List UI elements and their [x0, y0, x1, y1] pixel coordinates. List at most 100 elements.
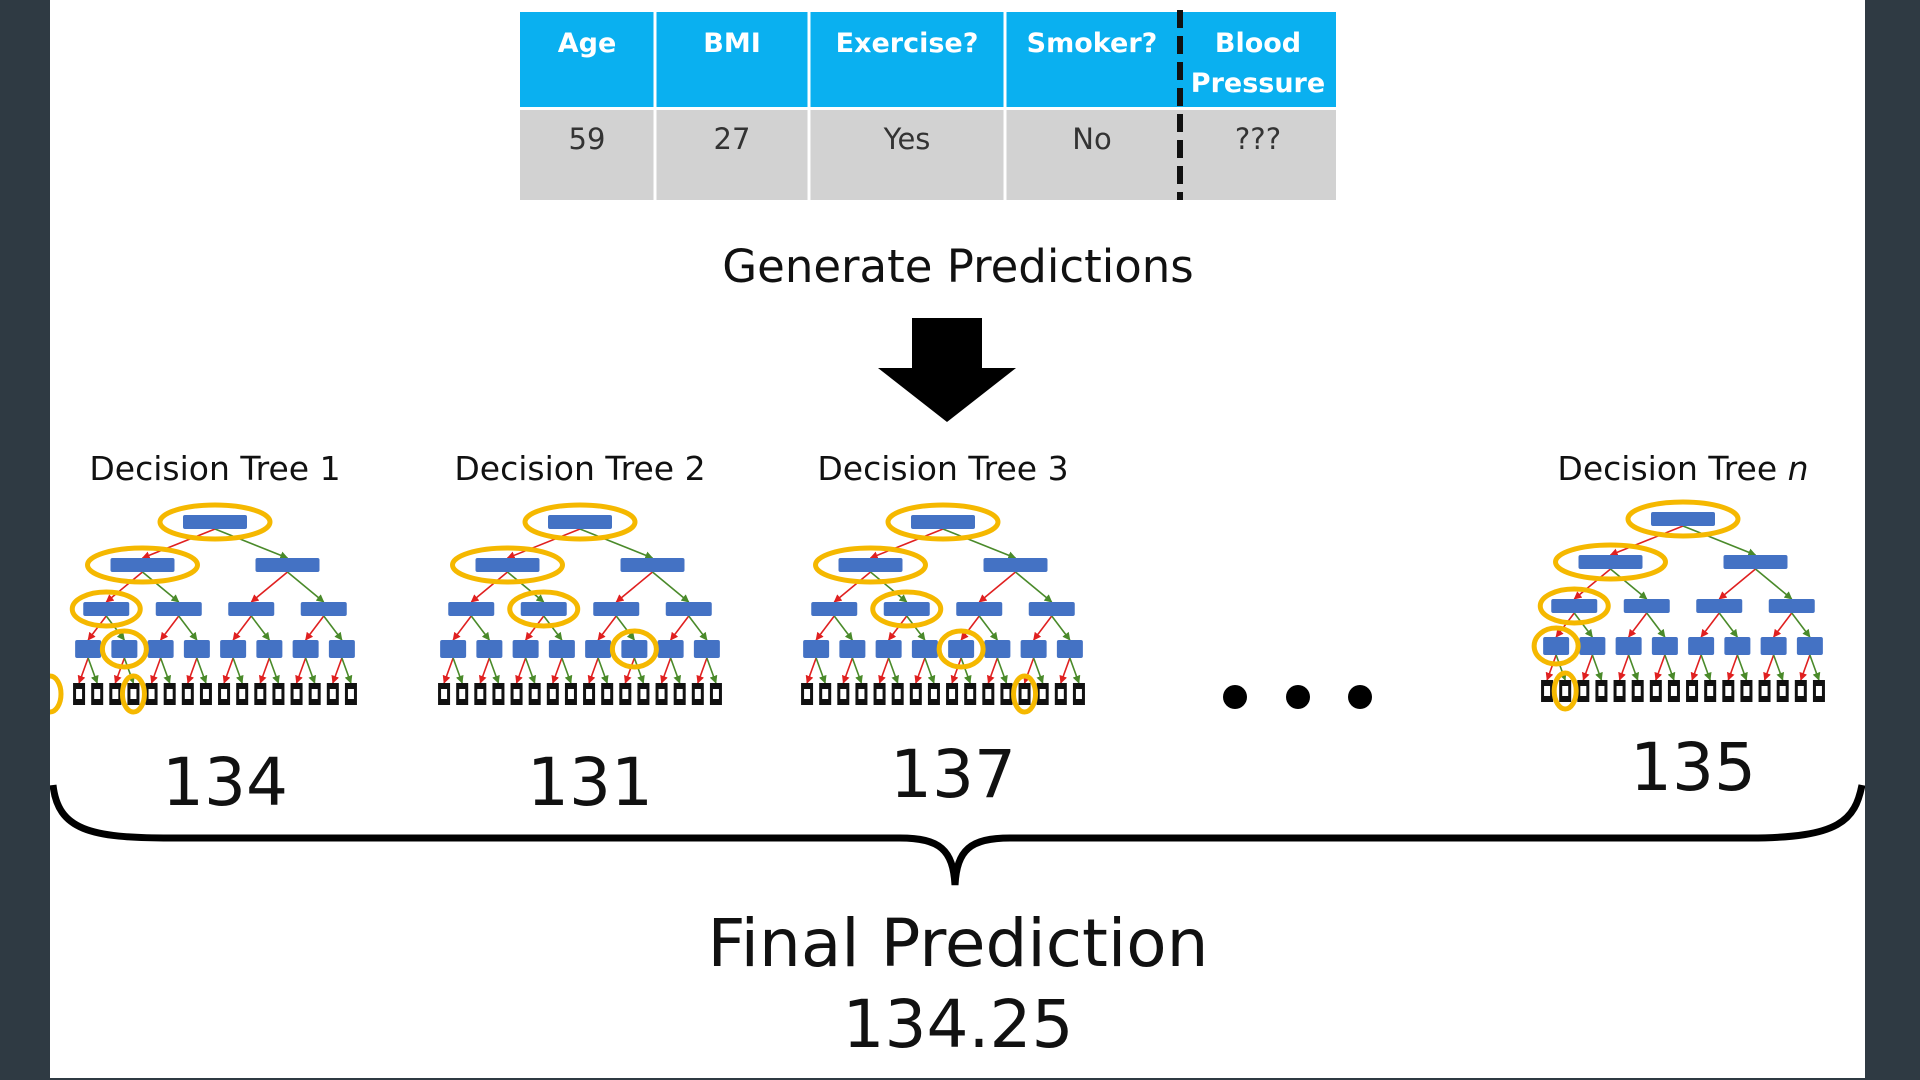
tree-edge	[1591, 654, 1603, 681]
tree-node	[111, 640, 138, 658]
tree-node	[328, 640, 355, 658]
tree-edge	[1700, 612, 1720, 638]
tree-leaf-mark	[1815, 686, 1822, 696]
tree-node	[1651, 637, 1678, 655]
tree-leaf-mark	[513, 689, 520, 699]
tree-edge	[1051, 615, 1071, 641]
tree-prediction: 135	[1630, 729, 1756, 806]
tree-leaf-mark	[549, 689, 556, 699]
tree-node	[1056, 640, 1083, 658]
tree-edge	[1736, 654, 1748, 681]
tree-edge	[1754, 568, 1793, 600]
tree-leaf-mark	[94, 689, 101, 699]
tree-edge	[869, 571, 908, 603]
tree-edge	[524, 657, 536, 684]
tree-edge	[196, 657, 208, 684]
tree-node	[548, 640, 575, 658]
tree-leaf-mark	[1544, 686, 1551, 696]
tree-leaf-mark	[604, 689, 611, 699]
tree-edge	[1772, 612, 1793, 638]
tree-leaf-mark	[1797, 686, 1804, 696]
tree-node	[875, 640, 902, 658]
tree-edge	[178, 615, 198, 641]
tree-leaf-mark	[202, 689, 209, 699]
tree-leaf-mark	[712, 689, 719, 699]
tree-node	[476, 640, 503, 658]
tree-leaf-mark	[1652, 686, 1659, 696]
tree-edge	[1573, 612, 1594, 638]
tree-edge	[452, 615, 472, 641]
tree-node	[512, 640, 539, 658]
tree-edge	[1718, 612, 1739, 638]
tree-node	[811, 602, 858, 616]
tree-node	[984, 640, 1011, 658]
tree-leaf-mark	[622, 689, 629, 699]
tree-leaf-mark	[1598, 686, 1605, 696]
tree-node	[155, 602, 202, 616]
tree-edge	[141, 528, 216, 560]
path-highlight	[1537, 586, 1611, 626]
tree-leaf-mark	[239, 689, 246, 699]
path-highlight	[609, 628, 659, 670]
tree-leaf-mark	[676, 689, 683, 699]
tree-edge	[1664, 654, 1676, 681]
tree-leaf-mark	[459, 689, 466, 699]
tree-node	[1623, 599, 1670, 613]
tree-leaf-mark	[531, 689, 538, 699]
tree-prediction: 137	[890, 736, 1016, 813]
tree-edge	[1690, 654, 1702, 681]
tree-prediction: 131	[527, 744, 653, 821]
tree-edge	[815, 615, 835, 641]
tree-node	[1688, 637, 1715, 655]
tree-edge	[515, 657, 527, 684]
tree-node	[300, 602, 347, 616]
tree-edge	[323, 615, 343, 641]
tree-edge	[1799, 654, 1811, 681]
tree-edge	[232, 657, 244, 684]
tree-edge	[141, 571, 180, 603]
tree-edge	[105, 571, 144, 603]
table-cell-blood-pressure: ???	[1235, 122, 1281, 156]
tree-edge	[696, 657, 708, 684]
tree-edge	[805, 657, 817, 684]
tree-edge	[304, 615, 325, 641]
tree-node	[147, 640, 174, 658]
tree-title: Decision Tree n	[1557, 449, 1808, 488]
tree-edge	[869, 528, 944, 560]
path-highlight	[69, 589, 143, 629]
tree-edge	[87, 615, 107, 641]
tree-edge	[214, 528, 289, 560]
tree-leaf-mark	[329, 689, 336, 699]
tree-leaf-mark	[1039, 689, 1046, 699]
tree-node	[585, 640, 612, 658]
tree-edge	[470, 615, 491, 641]
tree-node	[256, 640, 283, 658]
path-highlight	[50, 673, 64, 715]
tree-node	[292, 640, 319, 658]
tree-edge	[105, 615, 126, 641]
tree-edge	[851, 657, 863, 684]
tree-leaf-mark	[640, 689, 647, 699]
tree-node	[1723, 555, 1788, 569]
tree-edge	[1555, 612, 1575, 638]
path-highlight	[99, 628, 149, 670]
tree-node	[621, 640, 648, 658]
tree-leaf-mark	[112, 689, 119, 699]
tree-leaf-mark	[1634, 686, 1641, 696]
tree-node	[948, 640, 975, 658]
input-table: Age BMI Exercise? Smoker? Blood Pressure…	[520, 10, 1336, 200]
tree-leaf-mark	[1725, 686, 1732, 696]
tree-edge	[1032, 615, 1053, 641]
tree-edge	[186, 657, 198, 684]
tree-edge	[950, 657, 962, 684]
tree-edge	[114, 657, 126, 684]
tree-leaf-mark	[148, 689, 155, 699]
table-cell-age: 59	[569, 122, 606, 156]
tree-node	[657, 640, 684, 658]
tree-title: Decision Tree 3	[817, 449, 1068, 488]
tree-node	[1028, 602, 1075, 616]
tree-edge	[597, 657, 609, 684]
tree-leaf-mark	[1761, 686, 1768, 696]
tree-leaf-mark	[949, 689, 956, 699]
path-highlight	[1551, 670, 1579, 712]
